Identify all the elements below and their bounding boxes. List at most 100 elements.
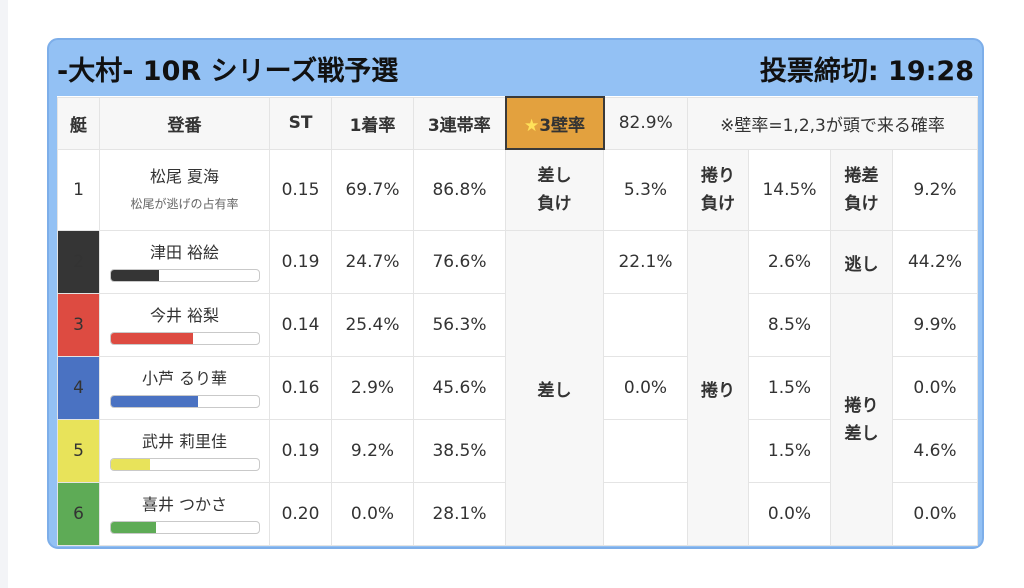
win-cell: 2.9% [331, 356, 414, 420]
header-win-rate: 1着率 [331, 96, 414, 150]
top3-cell: 28.1% [413, 482, 506, 546]
sashi-value [603, 293, 688, 357]
race-table: 艇 登番 ST 1着率 3連帯率 ★3壁率 82.9% ※壁率=1,2,3が頭で… [57, 96, 978, 546]
win-cell: 25.4% [331, 293, 414, 357]
wall-rate-note: ※壁率=1,2,3が頭で来る確率 [687, 96, 978, 150]
label-line: 負け [701, 193, 735, 214]
label-line: 捲り [844, 395, 879, 416]
table-row: 4 小芦 るり華 0.16 2.9% 45.6% 0.0% 1.5% 0.0% [57, 356, 978, 420]
sashi-merged-label: 差し [505, 230, 604, 546]
win-cell: 69.7% [331, 148, 414, 231]
label-line: 捲差 [844, 165, 879, 186]
racer-name: 武井 莉里佳 [141, 431, 228, 451]
makuri-value: 8.5% [748, 293, 831, 357]
label-line: 差し [537, 166, 572, 186]
top3-cell: 45.6% [413, 356, 506, 420]
top3-cell: 86.8% [413, 148, 506, 231]
racer-cell: 松尾 夏海 松尾が逃げの占有率 [99, 148, 270, 231]
label-line: 負け [844, 193, 879, 214]
frame-cell: 4 [57, 356, 100, 420]
rate-bar [109, 394, 260, 408]
makurisashi-value: 9.9% [892, 293, 978, 357]
wall-rate-value: 82.9% [603, 96, 688, 150]
makurisashi-value: 0.0% [892, 356, 978, 420]
rate-bar-fill [110, 332, 194, 344]
st-cell: 0.19 [269, 419, 332, 483]
star-icon: ★ [523, 115, 540, 136]
frame-cell: 5 [57, 419, 100, 483]
sashi-value: 22.1% [603, 230, 688, 294]
page-left-strip [0, 0, 8, 588]
table-row: 5 武井 莉里佳 0.19 9.2% 38.5% 1.5% 4.6% [57, 419, 978, 483]
frame-cell: 6 [57, 482, 100, 546]
st-cell: 0.14 [269, 293, 332, 357]
makurisashi-lose-label: 捲差 負け [830, 148, 893, 231]
sashi-value [603, 482, 688, 546]
table-row: 1 松尾 夏海 松尾が逃げの占有率 0.15 69.7% 86.8% 差し 負け… [57, 148, 978, 231]
header-st: ST [269, 96, 332, 150]
sashi-value: 0.0% [603, 356, 688, 420]
makurisashi-value: 4.6% [892, 419, 978, 483]
rate-bar-fill [110, 458, 151, 470]
race-title: -大村- 10R シリーズ戦予選 [57, 55, 399, 87]
table-row: 3 今井 裕梨 0.14 25.4% 56.3% 8.5% 捲り 差し 9.9% [57, 293, 978, 546]
racer-name: 松尾 夏海 [149, 167, 220, 187]
label-line: 差し [844, 423, 879, 444]
makurisashi-lose-value: 9.2% [892, 148, 978, 231]
frame-cell: 2 [57, 230, 100, 294]
top3-cell: 56.3% [413, 293, 506, 357]
st-cell: 0.19 [269, 230, 332, 294]
win-cell: 0.0% [331, 482, 414, 546]
table-row: 2 津田 裕絵 0.19 24.7% 76.6% 差し 22.1% 捲り 2.6… [57, 230, 978, 546]
racer-cell: 津田 裕絵 [99, 230, 270, 294]
rate-bar-fill [110, 521, 157, 533]
racer-name: 喜井 つかさ [141, 494, 228, 514]
st-cell: 0.20 [269, 482, 332, 546]
wall-rate-label: 3壁率 [539, 115, 586, 136]
header-frame: 艇 [57, 96, 100, 150]
racer-name: 小芦 るり華 [141, 368, 228, 388]
header-wall-rate[interactable]: ★3壁率 [504, 96, 605, 150]
rate-bar [109, 268, 260, 282]
makuri-value: 0.0% [748, 482, 831, 546]
makurisashi-value: 0.0% [892, 482, 978, 546]
frame-cell: 1 [57, 148, 100, 231]
win-cell: 24.7% [331, 230, 414, 294]
makurisashi-merged-label: 捲り 差し [830, 293, 893, 546]
makuri-value: 1.5% [748, 356, 831, 420]
table-row: 6 喜井 つかさ 0.20 0.0% 28.1% 0.0% 0.0% [57, 482, 978, 546]
sashi-lose-label: 差し 負け [505, 148, 604, 231]
st-cell: 0.15 [269, 148, 332, 231]
racer-cell: 小芦 るり華 [99, 356, 270, 420]
nige-label: 逃し [830, 230, 893, 294]
makuri-lose-value: 14.5% [748, 148, 831, 231]
racer-note: 松尾が逃げの占有率 [130, 197, 239, 212]
vote-deadline: 投票締切: 19:28 [759, 55, 974, 87]
header-top3-rate: 3連帯率 [413, 96, 506, 150]
makuri-merged-label: 捲り [687, 230, 749, 546]
frame-cell: 3 [57, 293, 100, 357]
label-line: 捲り [701, 165, 735, 186]
st-cell: 0.16 [269, 356, 332, 420]
sashi-lose-value: 5.3% [603, 148, 688, 231]
header-name: 登番 [99, 96, 270, 150]
label-line: 負け [537, 194, 572, 214]
rate-bar [109, 457, 260, 471]
rate-bar [109, 520, 260, 534]
top3-cell: 76.6% [413, 230, 506, 294]
table-header-row: 艇 登番 ST 1着率 3連帯率 ★3壁率 82.9% ※壁率=1,2,3が頭で… [57, 96, 978, 150]
top3-cell: 38.5% [413, 419, 506, 483]
rate-bar [109, 331, 260, 345]
makuri-lose-label: 捲り 負け [687, 148, 749, 231]
racer-cell: 今井 裕梨 [99, 293, 270, 357]
nige-value: 44.2% [892, 230, 978, 294]
race-card: -大村- 10R シリーズ戦予選 投票締切: 19:28 艇 登番 ST 1着率… [47, 38, 984, 549]
sashi-value [603, 419, 688, 483]
rate-bar-fill [110, 395, 198, 407]
rate-bar-fill [110, 269, 160, 281]
racer-cell: 武井 莉里佳 [99, 419, 270, 483]
racer-name: 津田 裕絵 [149, 242, 220, 262]
makuri-value: 2.6% [748, 230, 831, 294]
racer-cell: 喜井 つかさ [99, 482, 270, 546]
win-cell: 9.2% [331, 419, 414, 483]
